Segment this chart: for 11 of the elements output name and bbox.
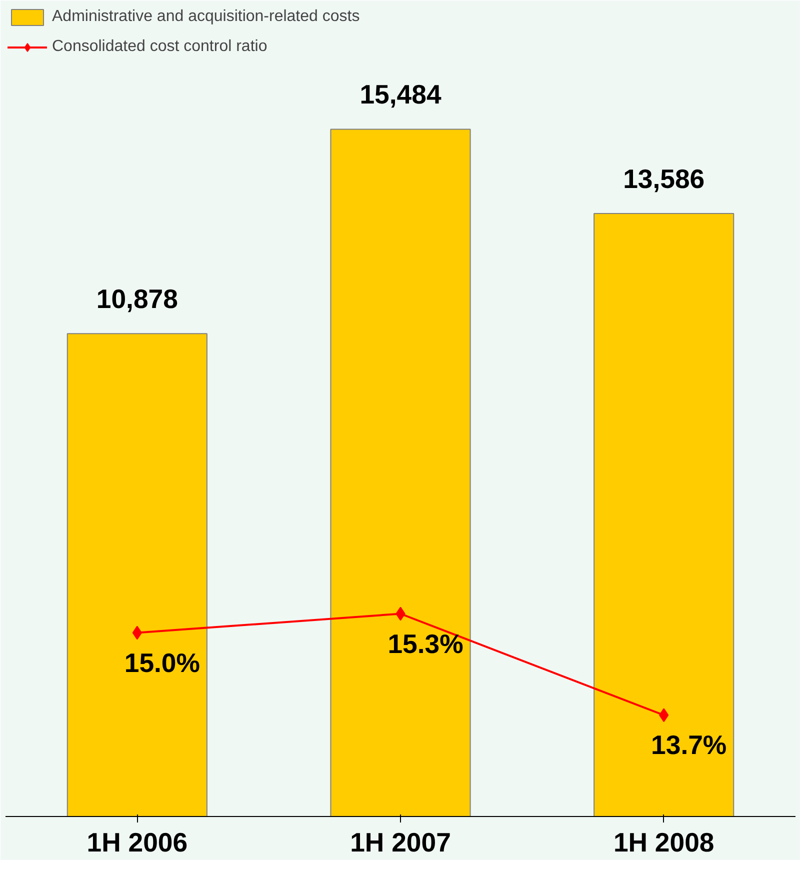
data-label: 13.7% — [651, 730, 727, 760]
data-label: 15,484 — [360, 80, 442, 110]
data-label: 10,878 — [96, 284, 178, 314]
data-label: 15.0% — [124, 648, 200, 678]
x-tick-label: 1H 2007 — [350, 828, 451, 858]
x-tick-label: 1H 2008 — [613, 828, 714, 858]
x-tick-label: 1H 2006 — [86, 828, 188, 858]
legend-label: Administrative and acquisition-related costs — [52, 8, 360, 26]
legend-label: Consolidated cost control ratio — [52, 38, 268, 56]
data-label: 15.3% — [388, 628, 464, 659]
data-label: 13,586 — [623, 164, 705, 194]
